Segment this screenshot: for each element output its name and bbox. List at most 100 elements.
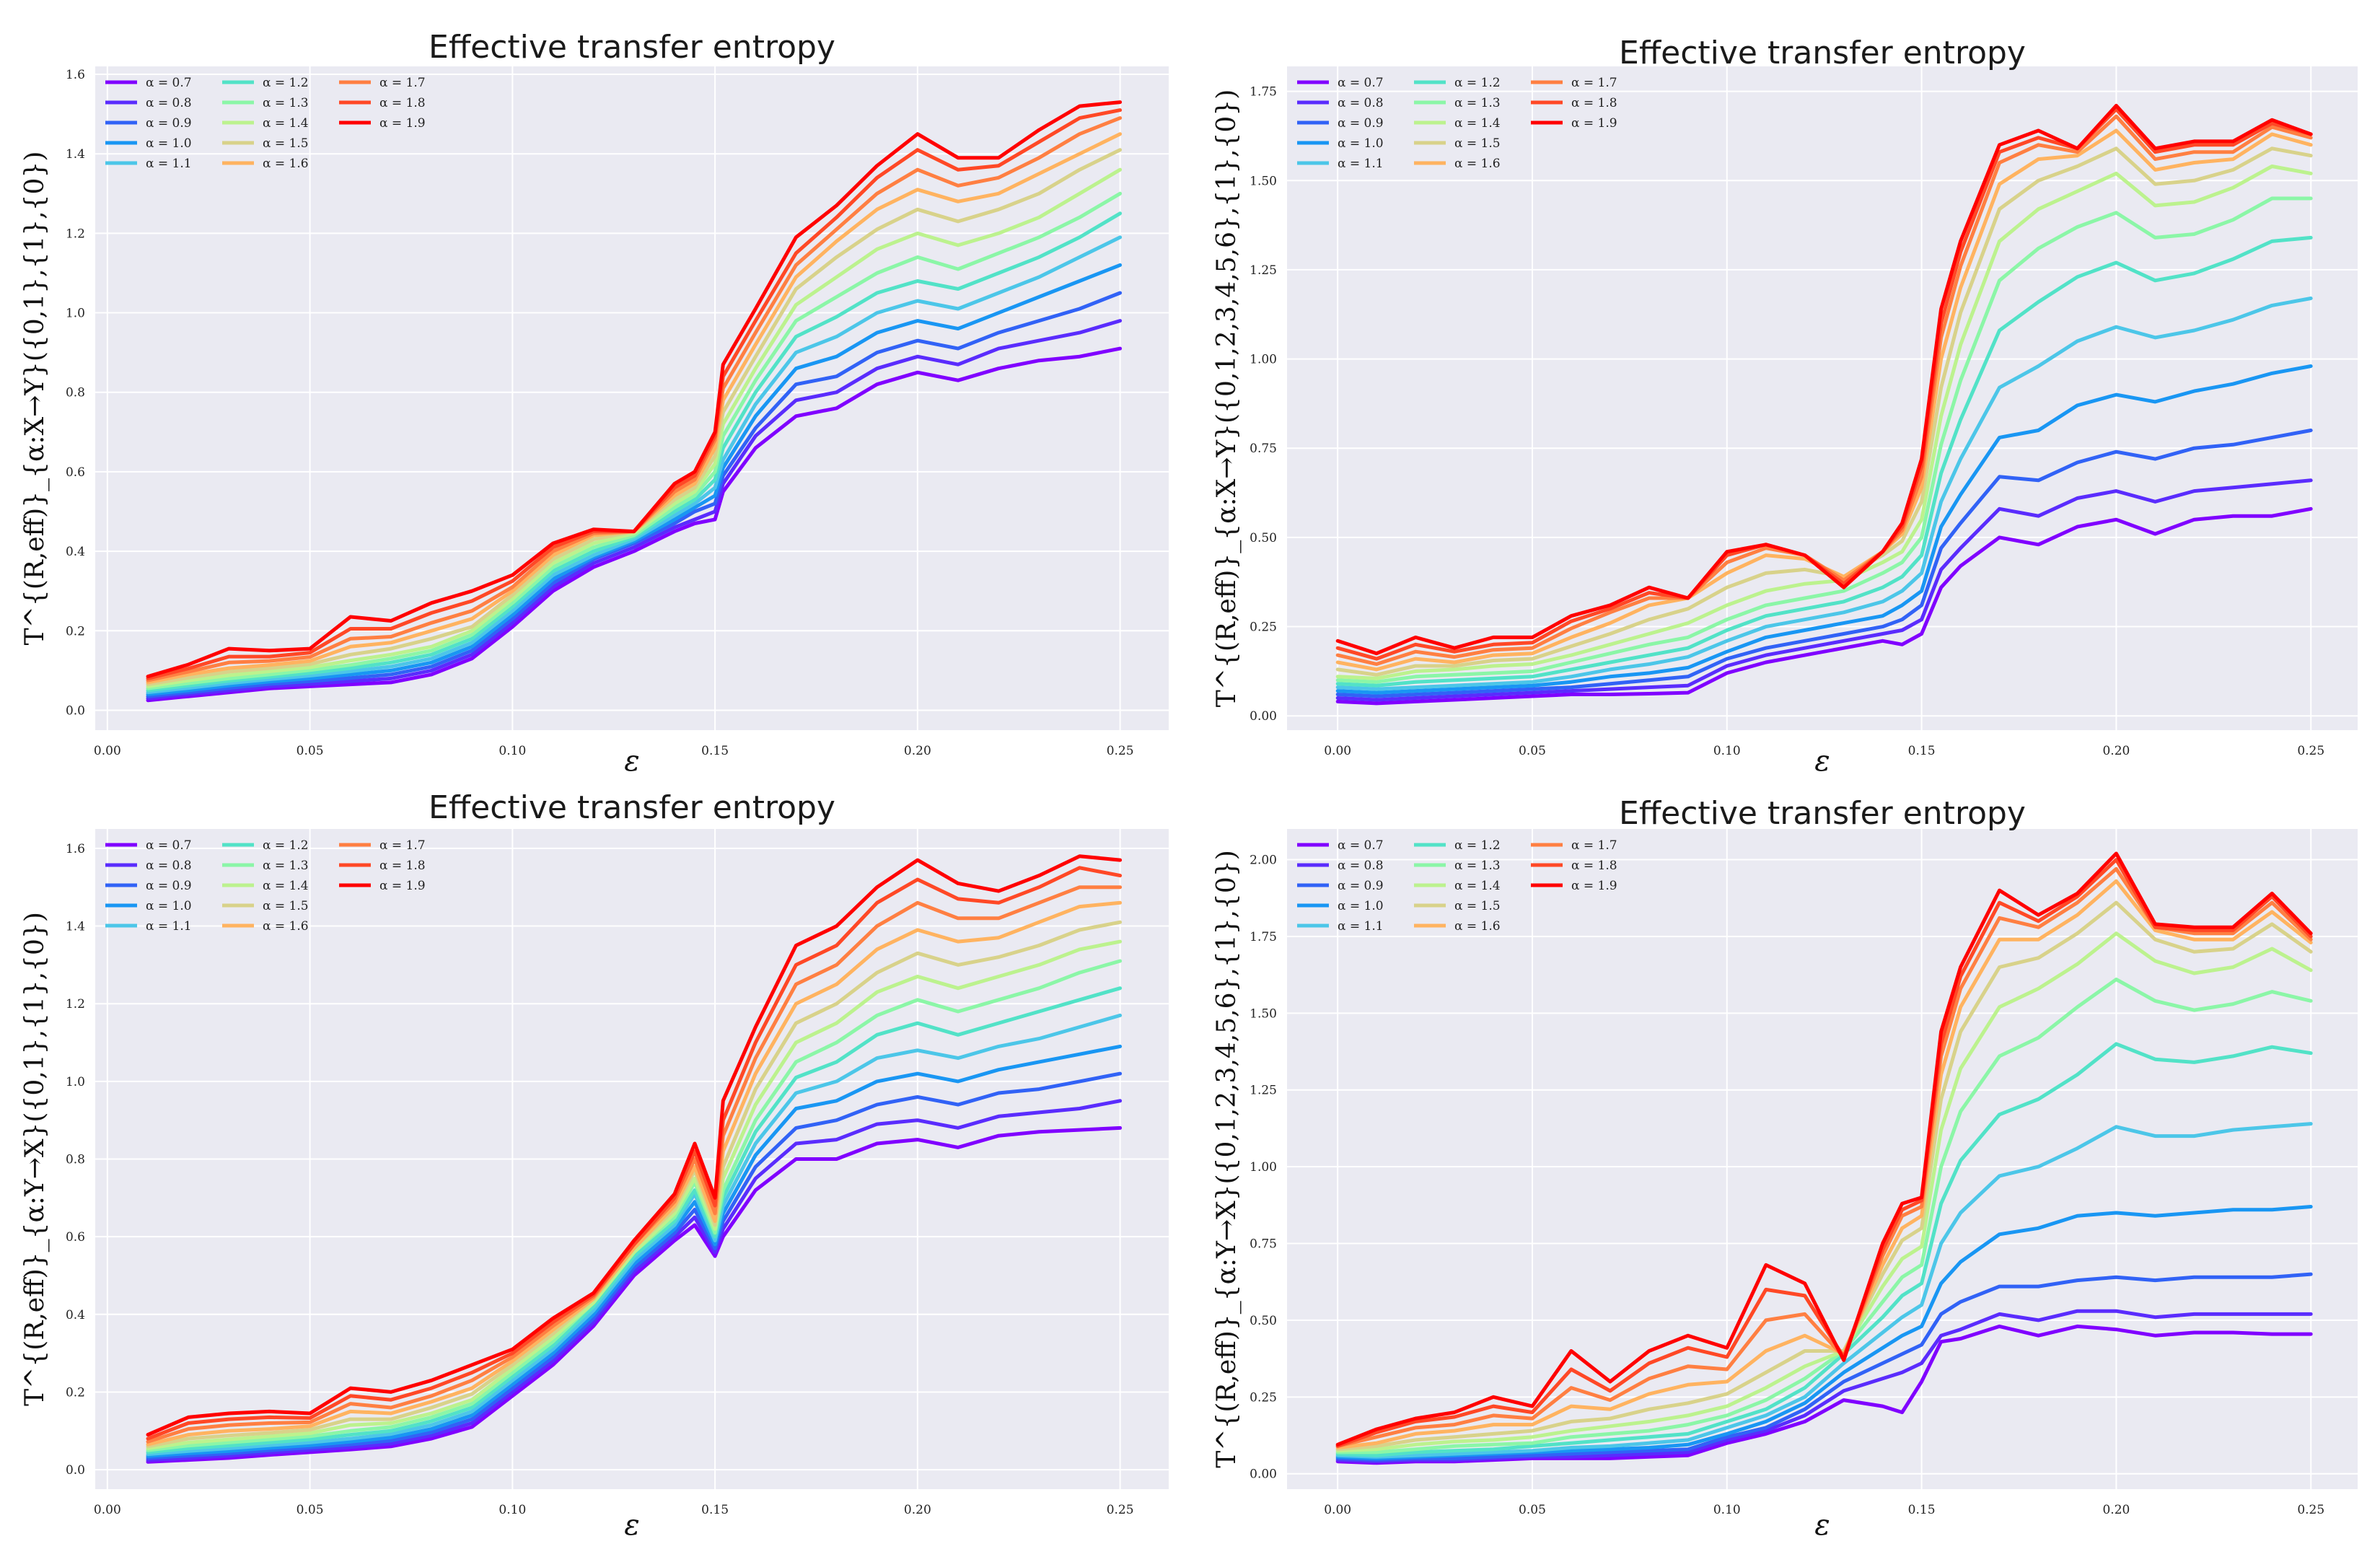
- series-line: [146, 1013, 1123, 1457]
- legend-entry: α = 1.3: [1414, 859, 1501, 873]
- legend-label: α = 0.7: [1338, 76, 1384, 90]
- legend-entry: α = 1.7: [1531, 838, 1617, 853]
- legend-label: α = 1.1: [1338, 157, 1384, 171]
- series-line: [146, 854, 1123, 1437]
- legend-entry: α = 1.8: [1531, 96, 1617, 110]
- legend-entry: α = 1.2: [222, 76, 309, 90]
- legend-label: α = 0.9: [1338, 879, 1384, 893]
- legend-label: α = 1.7: [1571, 76, 1617, 90]
- legend-label: α = 1.2: [263, 76, 309, 90]
- legend-entry: α = 1.4: [1414, 879, 1501, 893]
- y-tick-label: 0.00: [1250, 1467, 1277, 1482]
- x-tick-label: 0.15: [1908, 744, 1936, 758]
- y-tick-label: 0.8: [66, 1153, 85, 1167]
- plot-area: [1287, 66, 2358, 730]
- legend-entry: α = 0.9: [1297, 116, 1384, 131]
- legend-entry: α = 0.9: [1297, 879, 1384, 893]
- legend-entry: α = 0.8: [1297, 859, 1384, 873]
- legend-entry: α = 1.0: [1297, 136, 1384, 151]
- chart-title: Effective transfer entropy: [1619, 795, 2026, 832]
- legend-label: α = 1.9: [1571, 879, 1617, 893]
- legend-entry: α = 1.3: [222, 859, 309, 873]
- legend-label: α = 0.7: [146, 76, 192, 90]
- legend-label: α = 1.6: [1454, 919, 1501, 934]
- legend-label: α = 1.8: [379, 859, 426, 873]
- legend-label: α = 1.0: [1338, 136, 1384, 151]
- y-tick-label: 1.00: [1250, 1160, 1277, 1175]
- y-tick-label: 1.50: [1250, 174, 1277, 188]
- y-tick-label: 0.4: [66, 545, 85, 559]
- x-tick-label: 0.15: [701, 744, 729, 758]
- legend-label: α = 1.6: [263, 157, 309, 171]
- legend-entry: α = 1.1: [1297, 157, 1384, 171]
- x-tick-label: 0.00: [1324, 744, 1351, 758]
- x-tick-label: 0.25: [1107, 744, 1134, 758]
- legend-entry: α = 0.8: [105, 859, 192, 873]
- series-line: [146, 235, 1123, 695]
- x-tick-label: 0.05: [297, 744, 324, 758]
- series-line: [1335, 931, 2313, 1453]
- y-tick-label: 0.25: [1250, 620, 1277, 635]
- series-line: [146, 939, 1123, 1450]
- legend-entry: α = 1.0: [105, 136, 192, 151]
- y-tick-label: 0.2: [66, 1385, 85, 1400]
- x-tick-label: 0.25: [2297, 744, 2324, 758]
- y-tick-label: 1.0: [66, 307, 85, 321]
- legend-entry: α = 1.2: [1414, 838, 1501, 853]
- legend-entry: α = 1.9: [1531, 116, 1617, 131]
- chart-title: Effective transfer entropy: [429, 29, 835, 66]
- legend-entry: α = 1.4: [222, 116, 309, 131]
- legend-entry: α = 1.1: [105, 919, 192, 934]
- series-line: [1335, 364, 2313, 695]
- legend-label: α = 1.3: [263, 96, 309, 110]
- x-tick-label: 0.25: [1107, 1503, 1134, 1517]
- series-line: [146, 108, 1123, 680]
- legend-label: α = 0.9: [1338, 116, 1384, 131]
- legend-label: α = 1.7: [379, 76, 426, 90]
- x-tick-label: 0.00: [94, 744, 121, 758]
- legend-label: α = 0.9: [146, 116, 192, 131]
- series-line: [146, 148, 1123, 687]
- legend-entry: α = 1.7: [339, 838, 426, 853]
- chart-title: Effective transfer entropy: [429, 789, 835, 826]
- legend-entry: α = 0.7: [105, 838, 192, 853]
- y-tick-label: 0.25: [1250, 1390, 1277, 1405]
- legend-label: α = 0.8: [146, 859, 192, 873]
- legend-label: α = 0.8: [1338, 96, 1384, 110]
- legend-label: α = 0.9: [146, 879, 192, 893]
- legend-label: α = 1.9: [1571, 116, 1617, 131]
- legend-entry: α = 1.3: [1414, 96, 1501, 110]
- legend-label: α = 1.0: [146, 136, 192, 151]
- x-axis-label: ε: [1814, 1509, 1830, 1542]
- legend-entry: α = 0.7: [1297, 76, 1384, 90]
- legend-label: α = 1.8: [379, 96, 426, 110]
- legend-entry: α = 1.6: [1414, 157, 1501, 171]
- legend-label: α = 1.7: [1571, 838, 1617, 853]
- legend-entry: α = 1.5: [222, 136, 309, 151]
- x-tick-label: 0.20: [2102, 744, 2130, 758]
- legend-label: α = 1.6: [263, 919, 309, 934]
- y-tick-label: 1.25: [1250, 1084, 1277, 1098]
- legend-entry: α = 1.2: [1414, 76, 1501, 90]
- series-line: [1335, 478, 2313, 702]
- x-axis-label: ε: [624, 745, 639, 778]
- x-tick-label: 0.20: [2102, 1503, 2130, 1517]
- x-tick-label: 0.10: [1713, 744, 1741, 758]
- series-line: [146, 191, 1123, 690]
- legend-entry: α = 1.2: [222, 838, 309, 853]
- series-line: [146, 291, 1123, 698]
- legend-entry: α = 1.8: [339, 859, 426, 873]
- legend-label: α = 1.9: [379, 879, 426, 893]
- series-line: [146, 116, 1123, 683]
- series-line: [1335, 978, 2313, 1454]
- y-tick-label: 1.75: [1250, 930, 1277, 944]
- x-tick-label: 0.20: [904, 1503, 931, 1517]
- legend-label: α = 1.8: [1571, 96, 1617, 110]
- chart-panel-2: 0.00 0.05 0.10 0.15 0.20 0.25 0.00 0.25 0.50 0.75…: [1212, 35, 2358, 778]
- legend-label: α = 0.7: [146, 838, 192, 853]
- legend-entry: α = 1.1: [1297, 919, 1384, 934]
- legend-label: α = 1.9: [379, 116, 426, 131]
- legend-entry: α = 1.1: [105, 157, 192, 171]
- plot-area: [1287, 829, 2358, 1489]
- legend-entry: α = 1.9: [339, 116, 426, 131]
